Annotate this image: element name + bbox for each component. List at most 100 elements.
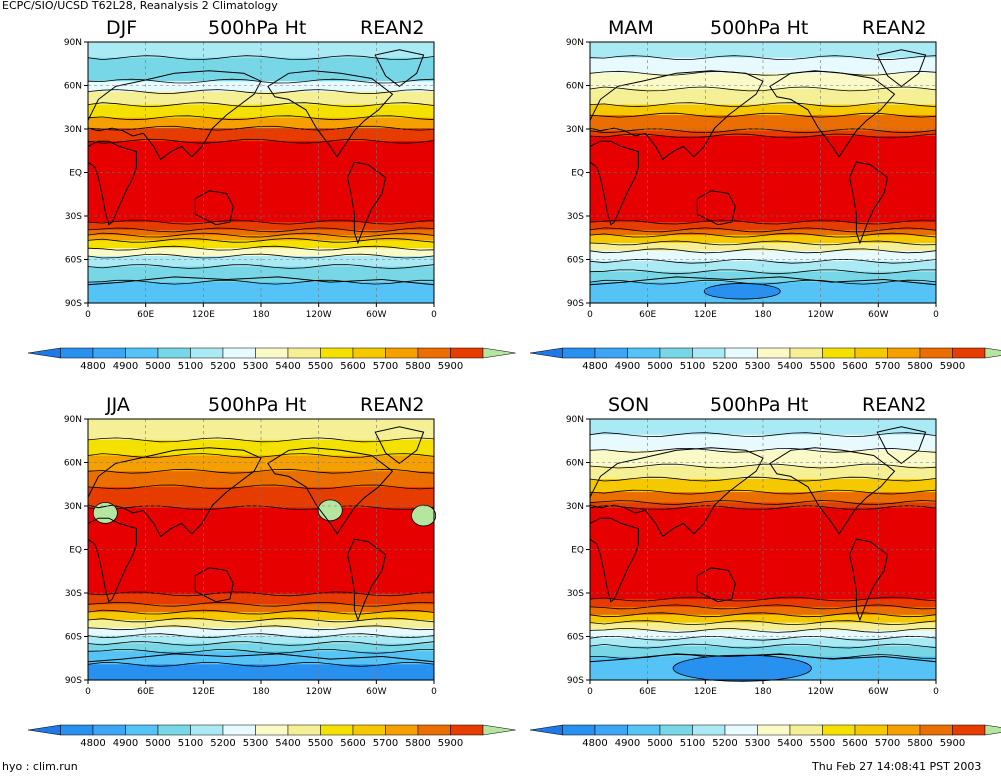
contour-band — [590, 235, 936, 244]
coastline — [87, 140, 137, 226]
colorbar-swatch — [255, 724, 289, 736]
lon-tick-label: 0 — [431, 310, 437, 320]
low-height-contour — [672, 654, 812, 682]
lon-tick-label: 0 — [587, 687, 593, 697]
lat-tick-label: 60N — [64, 459, 82, 469]
coastline — [876, 426, 927, 465]
coastline — [267, 447, 394, 535]
colorbar-swatch — [854, 347, 888, 359]
colorbar-swatch — [757, 724, 791, 736]
lat-tick-label: 60S — [567, 633, 584, 643]
colorbar-label: 5000 — [647, 738, 672, 749]
panel-season-label: MAM — [608, 17, 654, 39]
colorbar-swatch — [125, 347, 159, 359]
lon-tick-label: 180 — [754, 687, 771, 697]
contour-band — [88, 266, 434, 283]
lon-tick-label: 120E — [694, 310, 717, 320]
colorbar-label: 5600 — [842, 361, 867, 372]
panel-season-label: JJA — [105, 394, 130, 416]
colorbar-overflow — [482, 347, 516, 359]
contour-band — [590, 434, 936, 451]
high-height-contour — [411, 504, 437, 527]
contour-band — [590, 630, 936, 639]
lon-tick-label: 0 — [933, 310, 939, 320]
panel-season-label: SON — [608, 394, 649, 416]
colorbar-label: 5800 — [907, 738, 932, 749]
colorbar-swatch — [222, 724, 256, 736]
lat-tick-label: 30N — [64, 502, 82, 512]
lon-tick-label: 60E — [639, 310, 656, 320]
contour-band — [88, 635, 434, 644]
contour-band — [88, 282, 434, 304]
lat-tick-label: EQ — [571, 169, 584, 179]
contour-band — [590, 599, 936, 608]
lat-tick-label: 30N — [566, 125, 584, 135]
contour-band — [88, 240, 434, 249]
lon-tick-label: 120E — [694, 687, 717, 697]
colorbar-label: 4800 — [80, 361, 105, 372]
colorbar-swatch — [887, 724, 921, 736]
panel-source-label: REAN2 — [360, 394, 425, 416]
colorbar-label: 5100 — [178, 738, 203, 749]
colorbar-label: 4800 — [80, 738, 105, 749]
colorbar-overflow — [984, 724, 1001, 736]
lat-tick-label: 90N — [566, 38, 584, 48]
lat-tick-label: EQ — [69, 546, 82, 556]
colorbar-label: 5500 — [810, 738, 835, 749]
colorbar-label: 4800 — [582, 738, 607, 749]
colorbar-swatch — [887, 347, 921, 359]
colorbar-underflow — [529, 724, 563, 736]
contour-band — [88, 604, 434, 613]
lat-tick-label: EQ — [69, 169, 82, 179]
lon-tick-label: 0 — [85, 310, 91, 320]
contour-band — [88, 651, 434, 665]
lon-tick-label: 60W — [366, 687, 386, 697]
colorbar-swatch — [692, 724, 726, 736]
colorbar-underflow — [27, 724, 61, 736]
colorbar-swatch — [320, 347, 354, 359]
colorbar-swatch — [92, 724, 126, 736]
colorbar-label: 5300 — [745, 361, 770, 372]
colorbar-swatch — [287, 347, 321, 359]
contour-band — [590, 115, 936, 132]
colorbar-swatch — [417, 347, 451, 359]
colorbar: 4800 4900 5000 5100 5200 5300 5400 5500 5600 5700… — [27, 347, 516, 372]
colorbar-label: 5200 — [712, 361, 737, 372]
contour-band — [88, 439, 434, 457]
coastline — [374, 426, 425, 465]
colorbar-label: 4900 — [615, 361, 640, 372]
contour-line — [87, 633, 435, 639]
contour-band — [590, 622, 936, 631]
panel-variable-label: 500hPa Ht — [710, 17, 808, 39]
colorbar-swatch — [190, 347, 224, 359]
contour-band — [88, 256, 434, 267]
contour-band — [590, 250, 936, 262]
lat-tick-label: 60S — [65, 633, 82, 643]
coastline — [769, 447, 896, 535]
lon-tick-label: 120E — [192, 310, 215, 320]
colorbar-label: 5200 — [210, 738, 235, 749]
colorbar-swatch — [450, 347, 484, 359]
colorbar-swatch — [854, 724, 888, 736]
colorbar-swatch — [627, 347, 661, 359]
contour-line — [589, 635, 937, 641]
panel-source-label: REAN2 — [862, 17, 927, 39]
colorbar-label: 5300 — [243, 738, 268, 749]
panel-source-label: REAN2 — [360, 17, 425, 39]
lon-tick-label: 120W — [808, 310, 834, 320]
colorbar: 4800 4900 5000 5100 5200 5300 5400 5500 5600 5700… — [529, 347, 1001, 372]
coastline — [769, 70, 896, 158]
footer-timestamp: Thu Feb 27 14:08:41 PST 2003 — [812, 760, 982, 773]
colorbar-label: 4900 — [113, 738, 138, 749]
lat-tick-label: 90S — [65, 299, 82, 309]
colorbar: 4800 4900 5000 5100 5200 5300 5400 5500 5600 5700… — [529, 724, 1001, 749]
lat-tick-label: 60N — [566, 459, 584, 469]
contour-band — [590, 466, 936, 480]
lat-tick-label: 90S — [567, 676, 584, 686]
colorbar-swatch — [562, 347, 596, 359]
lat-tick-label: 60N — [566, 82, 584, 92]
colorbar-label: 4800 — [582, 361, 607, 372]
